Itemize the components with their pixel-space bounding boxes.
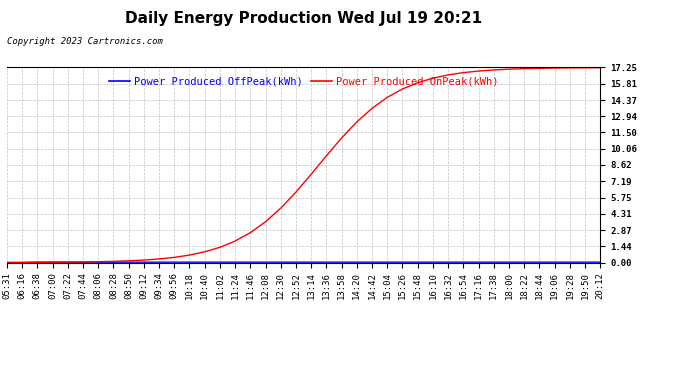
- Legend: Power Produced OffPeak(kWh), Power Produced OnPeak(kWh): Power Produced OffPeak(kWh), Power Produ…: [105, 73, 502, 91]
- Text: Copyright 2023 Cartronics.com: Copyright 2023 Cartronics.com: [7, 38, 163, 46]
- Text: Daily Energy Production Wed Jul 19 20:21: Daily Energy Production Wed Jul 19 20:21: [125, 11, 482, 26]
